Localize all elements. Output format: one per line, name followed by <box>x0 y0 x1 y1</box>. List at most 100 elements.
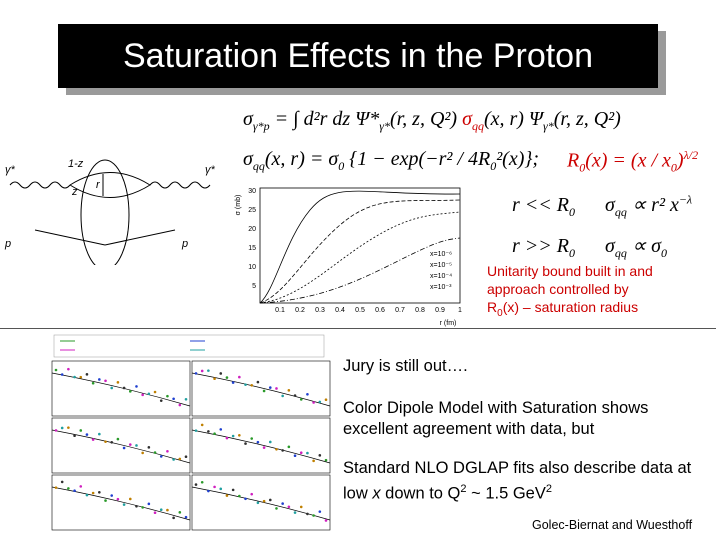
x-tick-label: 0.7 <box>395 307 405 314</box>
data-point <box>250 492 254 496</box>
data-point <box>147 446 151 449</box>
diagram-label: z <box>71 186 78 198</box>
data-point <box>268 386 272 389</box>
data-point <box>104 379 107 383</box>
fit-curve <box>51 372 191 407</box>
data-point <box>73 434 76 438</box>
data-point <box>244 497 247 501</box>
equation-part: −λ <box>678 192 693 207</box>
diagram-label: p <box>4 238 11 250</box>
data-point <box>135 504 138 508</box>
data-point <box>293 454 297 458</box>
data-point <box>128 497 132 501</box>
legend-entry: x=10⁻⁵ <box>430 262 452 269</box>
data-point <box>219 428 223 431</box>
equation-part: σ <box>462 108 472 130</box>
data-point <box>306 392 309 396</box>
equation-part: 0 <box>569 246 575 260</box>
data-point <box>275 387 278 390</box>
dipole-diagram: γ* 1-z z r γ* p p <box>4 158 216 265</box>
y-tick-label: 5 <box>252 283 256 290</box>
data-point <box>153 511 157 515</box>
data-point <box>159 399 163 402</box>
callout-part: 0 <box>497 307 503 319</box>
x-tick-label: 0.9 <box>435 307 445 314</box>
data-point <box>141 451 144 455</box>
data-point <box>275 507 278 510</box>
y-tick-label: 10 <box>248 264 256 271</box>
data-point <box>225 494 229 497</box>
data-point <box>147 502 151 506</box>
data-point <box>318 400 322 404</box>
data-point <box>141 506 144 509</box>
y-tick-label: 25 <box>248 207 256 214</box>
data-point <box>219 487 223 491</box>
equation: σγ*p = ∫ d²r dz Ψ*γ*(r, z, Q²) σqq(x, r)… <box>243 108 621 134</box>
data-point <box>110 494 114 497</box>
data-point <box>200 423 204 427</box>
data-point <box>141 393 144 397</box>
data-point <box>250 383 254 387</box>
data-point <box>73 489 76 493</box>
data-point <box>268 440 272 444</box>
x-tick-label: 1 <box>458 307 462 314</box>
data-point <box>54 486 58 489</box>
data-point <box>299 451 303 454</box>
curve <box>259 190 461 304</box>
data-point <box>178 403 182 407</box>
data-point <box>98 378 101 381</box>
equation-part: qq <box>614 205 627 219</box>
data-point <box>110 440 114 444</box>
data-point <box>219 372 223 375</box>
data-point <box>318 510 322 513</box>
data-point <box>79 429 83 432</box>
data-point <box>238 375 241 379</box>
equation-part: ∝ σ <box>626 235 662 257</box>
quark-loop <box>69 172 151 198</box>
equation-part: qq <box>614 246 627 260</box>
data-point <box>166 449 169 453</box>
data-point <box>194 372 198 375</box>
data-point <box>91 491 95 495</box>
curve <box>259 211 461 304</box>
panel <box>191 360 331 417</box>
data-point <box>299 398 303 401</box>
equation-part: 0 <box>490 159 497 173</box>
data-point <box>159 508 163 511</box>
equation-part: ²(x)}; <box>496 148 540 170</box>
plot-frame <box>259 187 461 304</box>
data-point <box>312 459 315 463</box>
data-point <box>159 455 163 458</box>
equation-part: {1 − exp(−r² / 4R <box>344 148 491 170</box>
x-tick-label: 0.1 <box>275 307 285 314</box>
data-point <box>79 375 83 379</box>
data-point <box>172 397 175 401</box>
y-tick-label: 20 <box>248 226 256 233</box>
data-point <box>135 385 138 388</box>
x-tick-label: 0.2 <box>295 307 305 314</box>
f2-plot <box>51 334 331 531</box>
data-point <box>184 398 188 401</box>
data-point <box>172 458 175 461</box>
data-point <box>60 480 64 484</box>
equation-part: (r, z, Q²) <box>553 108 621 130</box>
equation-part: (r, z, Q²) <box>389 108 463 130</box>
proton-line <box>34 229 106 246</box>
data-point <box>262 389 266 393</box>
equation-part: (x) = (x / x <box>585 149 671 172</box>
data-point <box>312 514 315 517</box>
data-point <box>147 392 151 396</box>
diagram-label: γ* <box>5 164 16 176</box>
bullet-part: Standard NLO DGLAP fits also describe da… <box>343 459 692 503</box>
x-tick-label: 0.4 <box>335 307 345 314</box>
legend-box <box>53 334 325 358</box>
data-point <box>262 499 266 503</box>
x-tick-label: 0.3 <box>315 307 325 314</box>
sigma-plot: σ (mb) 30 25 20 15 10 5 0.1 0.2 0.3 0.4 0.5 0.6 0.7 0.… <box>235 187 462 327</box>
x-tick-label: 0.8 <box>415 307 425 314</box>
bullet-part: down to Q <box>380 484 461 503</box>
fit-curve <box>191 372 331 407</box>
data-point <box>262 446 266 449</box>
photon-line <box>149 181 211 189</box>
data-point <box>194 483 198 486</box>
